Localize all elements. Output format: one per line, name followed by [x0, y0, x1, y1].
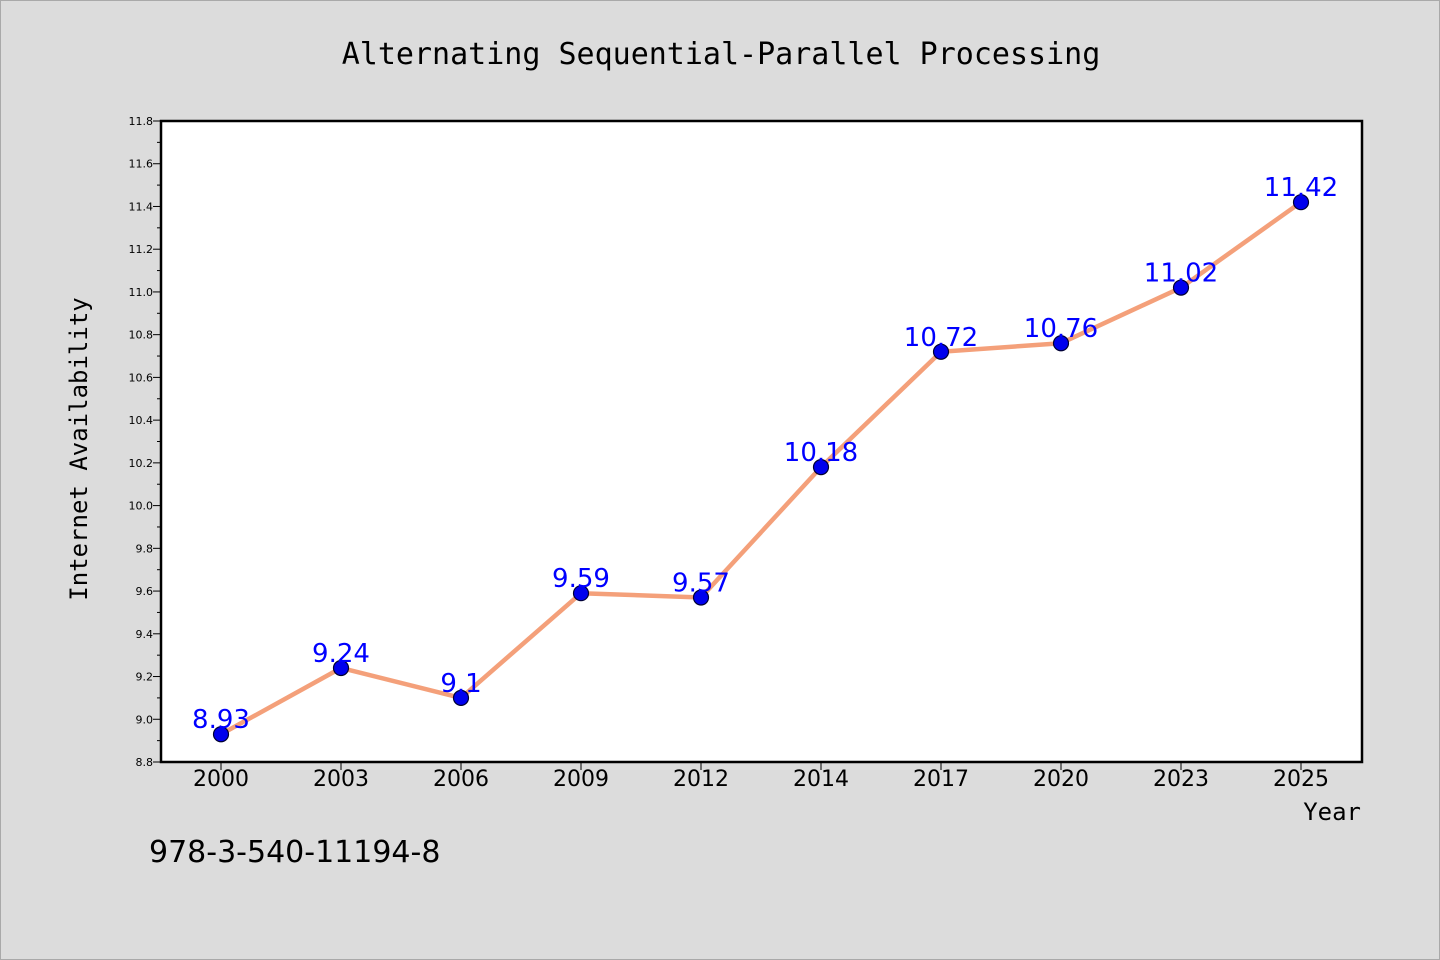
data-label: 9.57: [672, 568, 730, 598]
y-tick-label: 11.6: [129, 158, 154, 171]
y-tick-label: 11.8: [129, 115, 154, 128]
y-tick-label: 9.0: [136, 713, 154, 726]
y-tick-label: 9.6: [136, 585, 154, 598]
x-axis-label: Year: [1303, 798, 1361, 826]
x-axis: 2000 2003 2006 2009 2012 2014 2017 2020 2023 2025: [193, 762, 1329, 792]
y-tick-label: 9.2: [136, 671, 154, 684]
chart-title: Alternating Sequential-Parallel Processi…: [342, 37, 1101, 72]
series-line: [219, 200, 1303, 737]
data-point: [572, 585, 590, 602]
y-axis: 8.8 9.0 9.2 9.4 9.6 9.8 10.0 10.2 10.4 10.6 10.8 11…: [129, 115, 161, 769]
data-label: 10.18: [784, 438, 858, 468]
x-tick-label: 2000: [193, 767, 249, 792]
footnote-isbn: 978-3-540-11194-8: [149, 835, 441, 870]
y-tick-label: 10.4: [129, 414, 154, 427]
x-tick-label: 2006: [433, 767, 489, 792]
data-label: 11.42: [1264, 173, 1338, 203]
data-point: [692, 589, 710, 606]
series-line-group: [212, 194, 1310, 743]
data-label: 9.1: [440, 669, 481, 699]
data-point: [1172, 279, 1190, 296]
data-label: 8.93: [192, 705, 250, 735]
data-label-group: 8.93 9.24 9.1 9.59 9.57 10.18 10.72 10.76 11.02 1…: [192, 173, 1338, 735]
y-tick-label: 11.4: [129, 200, 154, 213]
y-tick-label: 11.2: [129, 243, 154, 256]
data-point: [332, 659, 350, 677]
y-tick-label: 10.6: [129, 371, 154, 384]
x-tick-label: 2003: [313, 767, 369, 792]
data-point: [212, 726, 230, 743]
y-tick-label: 10.2: [129, 457, 154, 470]
data-point: [932, 343, 950, 360]
x-tick-label: 2012: [673, 767, 729, 792]
data-label: 10.76: [1024, 314, 1098, 344]
data-point: [812, 459, 830, 476]
y-tick-label: 9.4: [136, 628, 154, 641]
data-label: 9.24: [312, 639, 370, 669]
data-label: 10.72: [904, 323, 978, 353]
data-label: 11.02: [1144, 259, 1218, 289]
data-point: [1052, 335, 1070, 352]
x-tick-label: 2017: [913, 767, 969, 792]
y-tick-label: 9.8: [136, 542, 154, 555]
x-tick-label: 2020: [1033, 767, 1089, 792]
y-tick-label: 10.0: [129, 500, 154, 513]
y-axis-label: Internet Availability: [65, 297, 93, 600]
data-label: 9.59: [552, 564, 610, 594]
x-tick-label: 2009: [553, 767, 609, 792]
plot-area: [159, 119, 1364, 764]
x-tick-label: 2023: [1153, 767, 1209, 792]
y-tick-label: 8.8: [136, 756, 154, 769]
data-point: [452, 689, 470, 707]
x-tick-label: 2025: [1273, 767, 1329, 792]
x-tick-label: 2014: [793, 767, 849, 792]
y-tick-label: 11.0: [129, 286, 154, 299]
y-tick-label: 10.8: [129, 329, 154, 342]
data-point: [1292, 194, 1310, 211]
